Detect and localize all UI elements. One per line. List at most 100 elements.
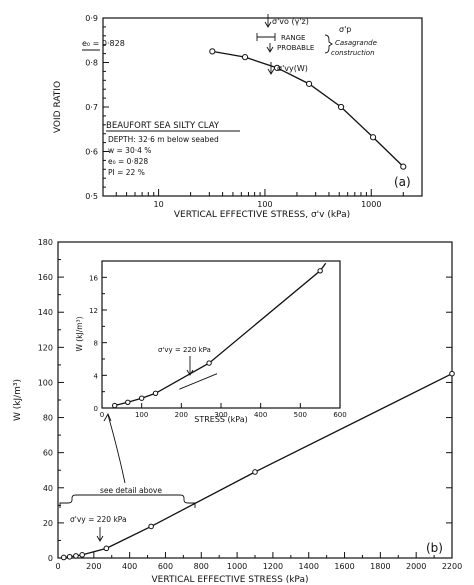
chart-a-panel-label: (a) <box>394 175 411 189</box>
chart-b-series-line <box>63 373 453 559</box>
chart-a-point <box>241 54 249 61</box>
chart-b-inset-point <box>125 399 131 405</box>
chart-b-frame <box>57 241 453 559</box>
chart-a-xtick-labels: 10 100 1000 <box>154 200 382 209</box>
chart-a-ytick-label: 0·7 <box>85 103 98 112</box>
chart-b-inset-series-line <box>114 262 327 407</box>
chart-b-inset-ylabel: W (kJ/m³) <box>75 316 84 351</box>
sigma-vo-arrowhead-icon <box>264 21 272 28</box>
chart-a-ytick-label: 0·5 <box>85 192 98 201</box>
chart-b-xtick-label: 1600 <box>334 562 354 571</box>
chart-b-ytick-label: 140 <box>38 308 53 317</box>
chart-b-inset-xtick-label: 400 <box>254 411 267 419</box>
chart-a-xtick-label: 1000 <box>361 200 381 209</box>
chart-b-inset-xtick-label: 100 <box>135 411 148 419</box>
chart-b-ytick-labels: 0 20 40 60 80 100 120 140 160 180 <box>38 238 53 563</box>
chart-b-inset-xtick-label: 200 <box>175 411 188 419</box>
chart-b-inset-point <box>152 390 159 396</box>
detail-pointer-arrow <box>107 414 126 484</box>
chart-b-inset-xtick-label: 300 <box>214 411 227 419</box>
chart-a-annotation-line-pi: PI = 22 % <box>108 168 145 177</box>
chart-b-inset-xlabel: STRESS (kPa) <box>194 415 248 424</box>
chart-b-inset-point <box>138 395 145 401</box>
chart-a-point <box>273 64 281 71</box>
chart-a-annotation-line-w: w = 30·4 % <box>108 146 151 155</box>
chart-b-inset-ticks <box>101 276 341 409</box>
chart-b-inset-sigma-label: σ'vy = 220 kPa <box>158 346 211 354</box>
chart-b-ytick-label: 180 <box>38 238 53 247</box>
chart-a-xlabel: VERTICAL EFFECTIVE STRESS, σ'v (kPa) <box>174 210 350 220</box>
chart-b-point <box>103 545 110 552</box>
chart-a-sigma-p-label: σ'p <box>339 25 351 34</box>
chart-b-point <box>252 469 258 475</box>
chart-a-e0-label: e₀ = 0·828 <box>82 39 125 48</box>
chart-a-ytick-label: 0·8 <box>85 59 98 68</box>
chart-b-inset-xtick-labels: 0 100 200 300 400 500 600 <box>100 411 347 419</box>
chart-a-ytick-label: 0·9 <box>85 14 98 23</box>
chart-b-ytick-label: 0 <box>48 554 53 563</box>
chart-a-points <box>209 48 407 170</box>
chart-b-inset-ytick-label: 4 <box>94 372 99 380</box>
chart-a-ytick-label: 0·6 <box>85 148 98 157</box>
chart-a-sigma-vy-label: σ'vy(W) <box>277 64 308 73</box>
chart-b-inset-points <box>111 268 323 409</box>
chart-a-ytick-labels: 0·5 0·6 0·7 0·8 0·9 <box>85 14 98 201</box>
chart-b-xtick-label: 800 <box>194 562 209 571</box>
chart-b-inset: 0 4 8 12 16 0 100 200 300 400 500 600 σ'vy = 220 k… <box>75 260 347 424</box>
chart-a-annotation-line-depth: DEPTH: 32·6 m below seabed <box>108 135 219 144</box>
sigma-vy-arrowhead-icon <box>267 68 275 75</box>
chart-b-point <box>79 552 85 558</box>
chart-b-ytick-label: 120 <box>38 343 53 352</box>
chart-b-points <box>60 370 455 561</box>
chart-a-point <box>209 48 216 55</box>
chart-a-construction-label: construction <box>331 49 375 57</box>
chart-b-inset-xtick-label: 0 <box>100 411 104 419</box>
chart-a-point <box>305 80 313 87</box>
chart-b-inset-ytick-label: 16 <box>89 274 98 282</box>
chart-b-xtick-label: 2000 <box>406 562 426 571</box>
chart-b-inset-point <box>317 268 323 274</box>
chart-b-xtick-label: 1000 <box>227 562 247 571</box>
chart-a-ylabel: VOID RATIO <box>53 81 63 133</box>
chart-a-annotation: BEAUFORT SEA SILTY CLAY DEPTH: 32·6 m be… <box>106 121 240 177</box>
chart-a-range-label: RANGE <box>281 34 305 42</box>
chart-b-inset-tangent-line <box>179 373 218 390</box>
chart-a-casagrande-label: Casagrande <box>335 39 377 47</box>
chart-b-ytick-label: 20 <box>43 519 53 528</box>
legend-brace-icon <box>324 34 333 54</box>
chart-a-point <box>369 134 377 141</box>
chart-b-ytick-label: 160 <box>38 273 53 282</box>
chart-b-inset-frame <box>101 260 341 409</box>
chart-b-panel-label: (b) <box>426 541 443 555</box>
chart-b-xtick-label: 600 <box>158 562 173 571</box>
chart-b-detail-annotation: see detail above σ'vy = 220 kPa <box>59 412 196 542</box>
chart-b-detail-label: see detail above <box>100 486 162 495</box>
chart-a-annotation-title: BEAUFORT SEA SILTY CLAY <box>106 121 220 131</box>
chart-b-ytick-label: 60 <box>43 449 53 458</box>
chart-b-point <box>449 370 455 377</box>
chart-a-probable-label: PROBABLE <box>277 44 314 52</box>
detail-brace-icon <box>59 494 196 508</box>
chart-a: 0·5 0·6 0·7 0·8 0·9 10 100 1000 e₀ = 0·828 σ'v… <box>53 14 423 220</box>
chart-b-ylabel: W (kJ/m³) <box>13 379 23 421</box>
chart-a-legend: σ'vo (γ'z) RANGE PROBABLE σ'p Casagrande… <box>256 14 377 75</box>
chart-a-point <box>337 103 345 111</box>
chart-b-point <box>73 553 79 559</box>
chart-b-xtick-label: 200 <box>86 562 101 571</box>
chart-b-xlabel: VERTICAL EFFECTIVE STRESS (kPa) <box>152 575 309 585</box>
chart-a-xtick-label: 10 <box>154 200 164 209</box>
chart-b-xtick-label: 1800 <box>370 562 390 571</box>
chart-b-sigma-label: σ'vy = 220 kPa <box>70 515 127 524</box>
chart-b-point <box>148 523 154 530</box>
chart-b-xtick-labels: 0 200 400 600 800 1000 1200 1400 1600 1800 2000 220… <box>55 562 462 571</box>
chart-b-xtick-label: 400 <box>122 562 137 571</box>
chart-a-xtick-label: 100 <box>257 200 272 209</box>
probable-arrowhead-icon <box>266 46 274 53</box>
chart-b-inset-point <box>111 402 118 409</box>
chart-b-inset-ytick-label: 0 <box>94 405 98 413</box>
chart-b-inset-ytick-label: 8 <box>94 340 98 348</box>
chart-b-xtick-label: 1200 <box>263 562 283 571</box>
chart-a-point <box>400 163 407 170</box>
